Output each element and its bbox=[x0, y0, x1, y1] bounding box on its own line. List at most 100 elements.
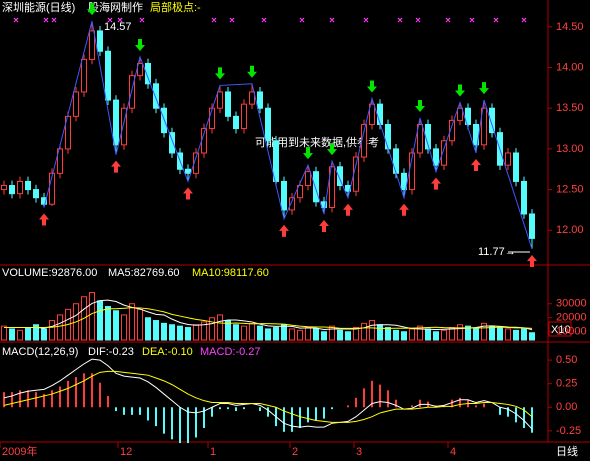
macd-value-label: MACD:-0.27 bbox=[200, 346, 261, 358]
volume-bar bbox=[225, 320, 231, 341]
title-source: 股海网制作 bbox=[88, 0, 143, 14]
candle-body bbox=[417, 123, 423, 154]
dea-label: DEA:-0.10 bbox=[142, 346, 193, 358]
volume-bar bbox=[409, 328, 415, 341]
candle-body bbox=[481, 107, 487, 146]
x-tick-label: 日线 bbox=[556, 444, 578, 458]
candle-body bbox=[81, 58, 87, 93]
volume-bar bbox=[377, 324, 383, 341]
y-tick-label: 14.00 bbox=[556, 61, 584, 73]
annotation-note: 可能用到未来数据,供参考 bbox=[255, 135, 379, 149]
candle-body bbox=[505, 152, 511, 166]
volume-bar bbox=[313, 328, 319, 341]
trough-arrow bbox=[343, 203, 353, 216]
peak-arrow bbox=[327, 143, 337, 156]
candle-body bbox=[433, 148, 439, 166]
volume-bar bbox=[57, 314, 63, 341]
macd-label: MACD(12,26,9) bbox=[2, 346, 78, 358]
volume-bar bbox=[297, 329, 303, 341]
volume-bar bbox=[201, 321, 207, 341]
y-tick-label: 14.50 bbox=[556, 21, 584, 33]
candle-body bbox=[281, 180, 287, 211]
candle-body bbox=[97, 30, 103, 52]
volume-bar bbox=[353, 327, 359, 341]
candle-body bbox=[353, 156, 359, 192]
volume-bar bbox=[329, 325, 335, 341]
volume-ma-line bbox=[4, 299, 533, 331]
volume-bar bbox=[129, 303, 135, 341]
x-tick-label: 4 bbox=[450, 446, 456, 458]
candle-body bbox=[17, 180, 23, 195]
candle-body bbox=[521, 180, 527, 215]
volume-bar bbox=[281, 324, 287, 341]
x-tick-label: 2009年 bbox=[2, 444, 37, 458]
candle-body bbox=[137, 62, 143, 77]
candle-body bbox=[217, 91, 223, 109]
y-tick-label: 0.50 bbox=[556, 354, 577, 366]
candle-body bbox=[169, 132, 175, 154]
annotation-low: 11.77→ bbox=[478, 246, 516, 258]
volume-bar bbox=[121, 314, 127, 341]
unit-box bbox=[548, 321, 572, 337]
y-tick-label: 12.00 bbox=[556, 224, 584, 236]
title-indicator: 局部极点:- bbox=[150, 0, 201, 14]
candle-body bbox=[193, 152, 199, 174]
candle-body bbox=[145, 62, 151, 85]
volume-bar bbox=[1, 325, 7, 341]
trough-arrow bbox=[471, 158, 481, 171]
candle-body bbox=[465, 107, 471, 125]
volume-bar bbox=[257, 325, 263, 341]
peak-arrow bbox=[135, 38, 145, 51]
volume-bar bbox=[153, 320, 159, 341]
peak-arrow bbox=[455, 84, 465, 97]
volume-bar bbox=[393, 329, 399, 341]
y-tick-label: 0.25 bbox=[556, 378, 577, 390]
volume-bar bbox=[33, 324, 39, 341]
candle-body bbox=[489, 107, 495, 134]
volume-bar bbox=[521, 328, 527, 341]
candle-body bbox=[57, 148, 63, 174]
volume-bar bbox=[177, 325, 183, 341]
candle-body bbox=[513, 152, 519, 182]
volume-bar bbox=[113, 310, 119, 341]
volume-ma5-label: MA5:82769.60 bbox=[108, 267, 180, 279]
candle-body bbox=[225, 91, 231, 117]
y-tick-label: 12.50 bbox=[556, 183, 584, 195]
volume-bar bbox=[345, 331, 351, 341]
candle-body bbox=[41, 197, 47, 205]
x-tick-label: 12 bbox=[120, 446, 132, 458]
candle-body bbox=[377, 103, 383, 125]
volume-bar bbox=[137, 308, 143, 341]
y-tick-label: -0.25 bbox=[556, 425, 581, 437]
candle-body bbox=[49, 172, 55, 205]
candle-body bbox=[457, 107, 463, 121]
volume-bar bbox=[273, 327, 279, 341]
volume-bar bbox=[265, 328, 271, 341]
candle-body bbox=[25, 180, 31, 191]
y-tick-label: 10000 bbox=[556, 326, 587, 338]
macd-line bbox=[3, 370, 533, 423]
candle-body bbox=[337, 166, 343, 187]
trough-arrow bbox=[279, 224, 289, 237]
candle-body bbox=[185, 168, 191, 174]
volume-bar bbox=[321, 331, 327, 341]
volume-bar bbox=[289, 328, 295, 341]
y-tick-label: 30000 bbox=[556, 298, 587, 310]
candle-body bbox=[265, 107, 271, 142]
peak-arrow bbox=[87, 3, 97, 16]
peak-arrow bbox=[479, 82, 489, 95]
volume-bar bbox=[145, 317, 151, 341]
trough-arrow bbox=[111, 160, 121, 173]
volume-bar bbox=[465, 325, 471, 341]
extreme-markers bbox=[13, 17, 527, 23]
volume-bar bbox=[89, 292, 95, 341]
volume-bar bbox=[41, 328, 47, 341]
trough-arrow bbox=[399, 203, 409, 216]
volume-unit: X10 bbox=[551, 324, 571, 336]
macd-line bbox=[3, 358, 533, 430]
volume-bar bbox=[25, 327, 31, 341]
volume-label: VOLUME:92876.00 bbox=[2, 267, 97, 279]
peak-arrow bbox=[367, 80, 377, 93]
candle-body bbox=[313, 171, 319, 203]
